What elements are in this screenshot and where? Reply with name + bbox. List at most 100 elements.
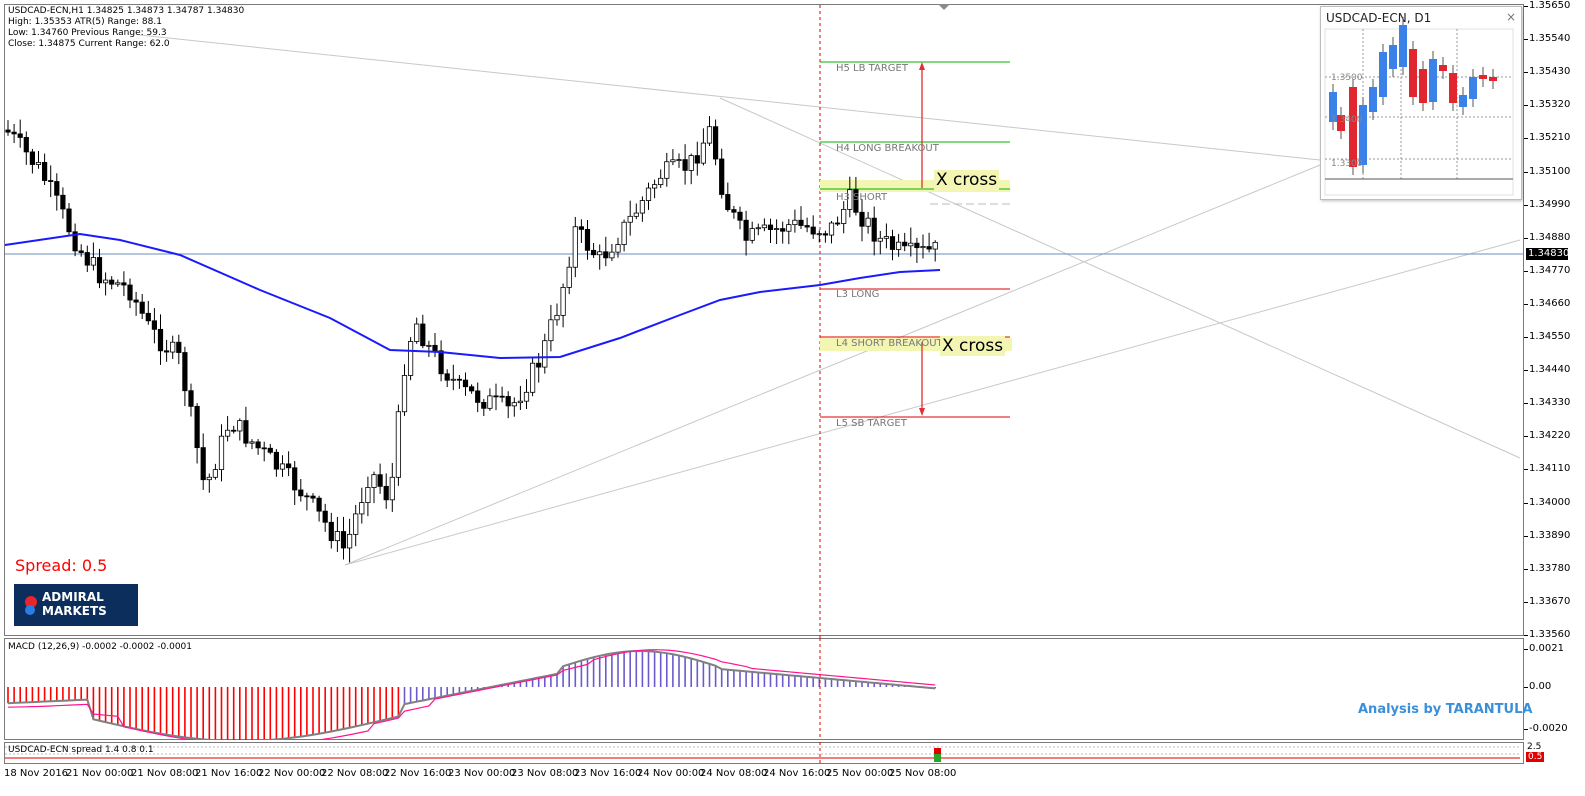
candle-up [334, 531, 341, 542]
candle-down [145, 312, 151, 322]
admiral-markets-logo: ADMIRAL MARKETS [14, 584, 138, 626]
candle-up [841, 208, 847, 224]
mini-candle-up [1379, 52, 1387, 97]
candle-up [90, 257, 96, 266]
candle-up [774, 228, 780, 230]
price-chart[interactable] [0, 0, 1524, 640]
spread-bar [934, 748, 941, 754]
price-tick: 1.35650 [1523, 0, 1571, 11]
price-tick: 1.34330 [1523, 397, 1571, 409]
macd-chart [7, 638, 937, 740]
mini-chart-window[interactable]: USDCAD-ECN, D1 × 1.3500 1.3400 1.3300 [1320, 6, 1522, 200]
level-l3-label: L3 LONG [836, 289, 880, 300]
candle-down [78, 250, 84, 253]
candle-down [310, 495, 316, 499]
spread-tick: 2.5 [1527, 742, 1542, 752]
candle-down [468, 386, 475, 392]
close-icon[interactable]: × [1505, 10, 1516, 24]
candle-up [365, 487, 371, 503]
mini-candle-up [1389, 45, 1397, 69]
candle-down [328, 521, 334, 542]
candle-up [828, 222, 835, 236]
time-axis[interactable]: 18 Nov 2016 21 Nov 00:00 21 Nov 08:00 21 No… [0, 764, 1524, 796]
time-tick: 24 Nov 16:00 [763, 768, 831, 779]
time-tick: 23 Nov 08:00 [511, 768, 579, 779]
price-tick: 1.34110 [1523, 463, 1571, 475]
candle-down [273, 451, 280, 470]
price-tick: 1.34440 [1523, 364, 1571, 376]
candle-down [176, 341, 182, 353]
candle-down [493, 395, 499, 398]
candle-down [438, 350, 444, 375]
logo-line2: MARKETS [42, 604, 107, 618]
candle-down [139, 301, 145, 314]
candle-up [615, 244, 621, 253]
price-tick: 1.34990 [1523, 198, 1571, 210]
candle-up [35, 162, 42, 165]
candle-up [609, 251, 615, 259]
candle-down [340, 531, 347, 549]
candle-down [316, 497, 322, 512]
candle-down [96, 257, 103, 284]
candle-down [72, 231, 78, 252]
candle-down [780, 228, 786, 232]
mini-candle-down [1439, 65, 1447, 71]
candle-down [682, 159, 688, 171]
candle-up [847, 189, 853, 210]
candle-up [572, 226, 578, 268]
candle-down [243, 420, 249, 444]
candle-up [597, 251, 603, 256]
candle-up [761, 224, 768, 229]
mini-candle-down [1489, 77, 1497, 81]
candle-down [578, 226, 585, 230]
candle-up [664, 161, 670, 179]
info-close: Close: 1.34875 Current Range: 62.0 [8, 39, 170, 49]
candle-down [377, 474, 383, 487]
candle-down [292, 467, 298, 491]
price-panel[interactable] [4, 4, 1524, 636]
candle-up [395, 411, 402, 478]
price-tick: 1.35100 [1523, 165, 1571, 177]
candle-down [926, 246, 932, 250]
mini-tick-label: 1.3300 [1331, 159, 1363, 169]
arrow-head-icon [919, 62, 925, 70]
candle-up [652, 184, 658, 189]
price-tick: 1.33890 [1523, 529, 1571, 541]
candle-up [249, 441, 255, 444]
price-tick: 1.34880 [1523, 231, 1571, 243]
logo-line1: ADMIRAL [42, 590, 104, 604]
candle-down [5, 129, 11, 133]
candle-down [810, 226, 816, 235]
candle-up [218, 435, 225, 470]
price-tick: 1.33560 [1523, 628, 1571, 640]
candle-up [688, 155, 694, 171]
candle-down [285, 463, 292, 469]
macd-tick: 0.0021 [1524, 643, 1564, 654]
candle-up [786, 224, 792, 232]
candle-down [835, 222, 841, 225]
level-h5-label: H5 LB TARGET [836, 63, 908, 74]
candle-down [713, 126, 719, 160]
time-tick: 22 Nov 08:00 [321, 768, 389, 779]
price-axis[interactable]: 1.35650 1.35540 1.35430 1.35320 1.35210 1.351… [1523, 0, 1585, 640]
candle-down [11, 131, 17, 135]
time-tick: 22 Nov 16:00 [384, 768, 452, 779]
candle-down [23, 137, 29, 153]
info-low: Low: 1.34760 Previous Range: 59.3 [8, 28, 167, 38]
trend-line [344, 164, 1321, 566]
trend-line [719, 97, 1521, 459]
candle-down [66, 208, 72, 233]
scroll-marker-icon[interactable] [938, 4, 950, 12]
chart-info: USDCAD-ECN,H1 1.34825 1.34873 1.34787 1.… [8, 6, 244, 50]
candle-down [188, 390, 194, 407]
info-high: High: 1.35353 ATR(5) Range: 88.1 [8, 17, 162, 27]
candle-down [743, 219, 749, 241]
candle-down [121, 282, 127, 286]
candle-up [792, 219, 798, 226]
time-tick: 23 Nov 00:00 [448, 768, 516, 779]
candle-down [48, 180, 54, 182]
candle-up [517, 400, 524, 404]
candle-down [60, 194, 66, 210]
time-tick: 25 Nov 08:00 [889, 768, 957, 779]
